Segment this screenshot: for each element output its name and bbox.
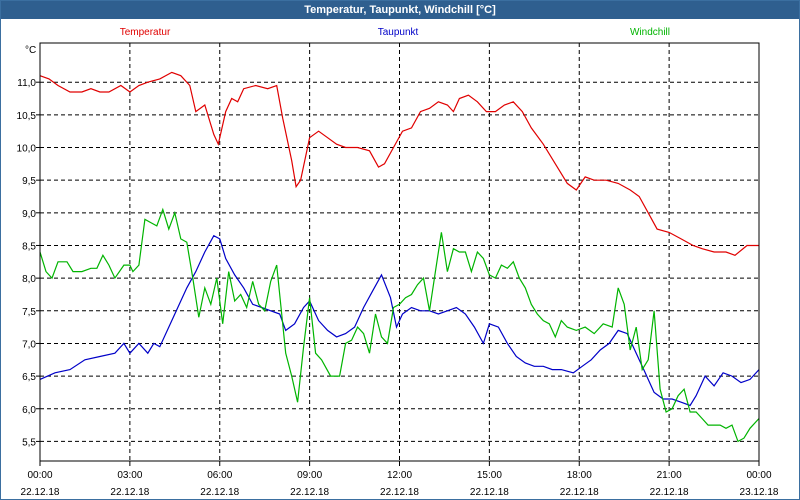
window-title: Temperatur, Taupunkt, Windchill [°C] xyxy=(1,1,799,19)
y-tick-label: 11,0 xyxy=(17,78,36,89)
series-line-temperatur xyxy=(39,71,759,256)
y-tick-label: 6,5 xyxy=(22,372,36,383)
x-tick-time: 03:00 xyxy=(117,470,142,481)
x-tick-date: 22.12.18 xyxy=(560,487,599,498)
x-tick-time: 00:00 xyxy=(27,470,52,481)
x-tick-date: 22.12.18 xyxy=(470,487,509,498)
plot-frame xyxy=(39,42,760,462)
legend: Temperatur Taupunkt Windchill xyxy=(120,27,670,38)
x-tick-time: 12:00 xyxy=(387,470,412,481)
y-tick-label: 9,5 xyxy=(22,176,36,187)
x-tick-date: 22.12.18 xyxy=(21,487,60,498)
x-tick-date: 23.12.18 xyxy=(740,487,779,498)
y-tick-label: 10,0 xyxy=(17,144,37,155)
x-tick-date: 22.12.18 xyxy=(380,487,419,498)
x-tick-time: 18:00 xyxy=(567,470,592,481)
series-line-windchill xyxy=(39,207,760,443)
y-tick-label: 10,5 xyxy=(17,111,37,122)
x-tick-date: 22.12.18 xyxy=(200,487,239,498)
grid-lines xyxy=(40,43,759,461)
y-tick-label: 7,5 xyxy=(22,307,36,318)
series-layer xyxy=(39,71,760,443)
x-tick-time: 09:00 xyxy=(297,470,322,481)
axes xyxy=(36,42,760,466)
y-axis-unit: °C xyxy=(25,45,36,56)
y-tick-label: 5,5 xyxy=(22,437,36,448)
x-tick-date: 22.12.18 xyxy=(110,487,149,498)
x-tick-time: 21:00 xyxy=(657,470,682,481)
tick-labels: 5,5 6,0 6,5 7,0 7,5 8,0 8,5 9,0 9,5 10,0 10,5 11,0 °… xyxy=(17,45,779,498)
x-tick-date: 22.12.18 xyxy=(650,487,689,498)
y-tick-label: 9,0 xyxy=(22,209,36,220)
line-chart: 5,5 6,0 6,5 7,0 7,5 8,0 8,5 9,0 9,5 10,0 10,5 11,0 °… xyxy=(17,27,779,498)
legend-windchill: Windchill xyxy=(630,27,670,38)
x-tick-time: 00:00 xyxy=(746,470,771,481)
x-tick-time: 06:00 xyxy=(207,470,232,481)
y-tick-label: 8,0 xyxy=(22,274,36,285)
legend-taupunkt: Taupunkt xyxy=(378,27,419,38)
legend-temperatur: Temperatur xyxy=(120,27,171,38)
y-tick-label: 8,5 xyxy=(22,241,36,252)
x-tick-date: 22.12.18 xyxy=(290,487,329,498)
y-tick-label: 7,0 xyxy=(22,339,36,350)
y-tick-label: 6,0 xyxy=(22,405,36,416)
x-tick-time: 15:00 xyxy=(477,470,502,481)
